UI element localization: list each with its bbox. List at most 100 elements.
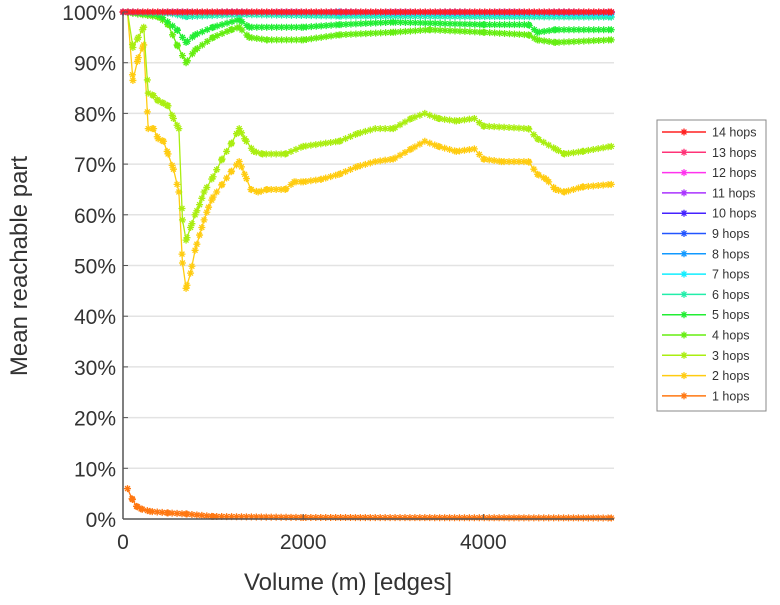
data-point: [159, 8, 167, 16]
data-point: [470, 145, 478, 153]
data-point: [490, 123, 498, 131]
data-point: [205, 203, 213, 211]
data-point: [297, 8, 305, 16]
data-point: [342, 30, 350, 38]
data-point: [322, 33, 330, 41]
data-point: [262, 513, 270, 521]
data-point: [247, 513, 255, 521]
data-point: [406, 27, 414, 35]
data-point: [183, 37, 191, 45]
data-point: [337, 31, 345, 39]
data-point: [451, 514, 459, 522]
data-point: [247, 144, 255, 152]
data-point: [153, 508, 161, 516]
legend-item: 11 hops: [662, 186, 756, 200]
data-point: [600, 36, 608, 44]
data-point: [584, 182, 592, 190]
data-point: [579, 514, 587, 522]
data-point: [607, 142, 615, 150]
data-point: [570, 8, 578, 16]
data-point: [406, 19, 414, 27]
data-point: [277, 513, 285, 521]
data-point: [223, 147, 231, 155]
data-point: [535, 36, 543, 44]
data-point: [600, 26, 608, 34]
data-point: [411, 113, 419, 121]
data-point: [283, 23, 291, 31]
data-point: [386, 514, 394, 522]
data-point: [376, 125, 384, 133]
data-point: [470, 514, 478, 522]
data-point: [218, 513, 226, 521]
data-point: [426, 111, 434, 119]
data-point: [589, 514, 597, 522]
data-point: [268, 36, 276, 44]
data-point: [196, 231, 204, 239]
data-point: [332, 138, 340, 146]
data-point: [139, 8, 147, 16]
data-point: [169, 8, 177, 16]
data-point: [565, 514, 573, 522]
legend-label: 6 hops: [712, 288, 750, 302]
legend-item: 8 hops: [662, 247, 750, 261]
data-point: [154, 8, 162, 16]
data-point: [362, 19, 370, 27]
data-point: [302, 513, 310, 521]
legend-label: 10 hops: [712, 207, 756, 221]
legend-item: 3 hops: [662, 349, 750, 363]
data-point: [307, 513, 315, 521]
data-point: [465, 115, 473, 123]
data-point: [312, 8, 320, 16]
data-point: [520, 158, 528, 166]
data-point: [421, 514, 429, 522]
data-point: [520, 124, 528, 132]
data-point: [441, 20, 449, 28]
data-point: [510, 8, 518, 16]
data-point: [169, 165, 177, 173]
data-point: [401, 514, 409, 522]
data-point: [371, 158, 379, 166]
data-point: [253, 8, 261, 16]
data-point: [565, 187, 573, 195]
data-point: [307, 23, 315, 31]
data-point: [317, 22, 325, 30]
data-point: [292, 145, 300, 153]
data-point: [486, 8, 494, 16]
legend-item: 14 hops: [662, 126, 756, 140]
data-point: [530, 26, 538, 34]
data-point: [565, 26, 573, 34]
data-point: [476, 21, 484, 29]
data-point: [361, 160, 369, 168]
data-point: [353, 163, 361, 171]
data-point: [322, 22, 330, 30]
data-point: [228, 139, 236, 147]
legend-item: 10 hops: [662, 207, 756, 221]
data-point: [525, 125, 533, 133]
data-point: [387, 8, 395, 16]
data-point: [356, 162, 364, 170]
data-point: [257, 513, 265, 521]
data-point: [250, 147, 258, 155]
data-point: [188, 510, 196, 518]
legend-label: 7 hops: [712, 268, 750, 282]
data-point: [515, 514, 523, 522]
data-point: [540, 37, 548, 45]
data-point: [164, 8, 172, 16]
legend-label: 14 hops: [712, 126, 756, 140]
data-point: [347, 20, 355, 28]
data-point: [460, 146, 468, 154]
data-point: [302, 8, 310, 16]
data-point: [550, 514, 558, 522]
data-point: [168, 111, 176, 119]
data-point: [287, 181, 295, 189]
data-point: [312, 514, 320, 521]
data-point: [169, 114, 177, 122]
data-point: [426, 514, 434, 522]
data-point: [277, 185, 285, 193]
data-point: [356, 514, 364, 522]
data-point: [460, 514, 468, 522]
data-point: [287, 513, 295, 521]
data-point: [140, 41, 148, 49]
data-point: [218, 30, 226, 38]
data-point: [175, 188, 183, 196]
